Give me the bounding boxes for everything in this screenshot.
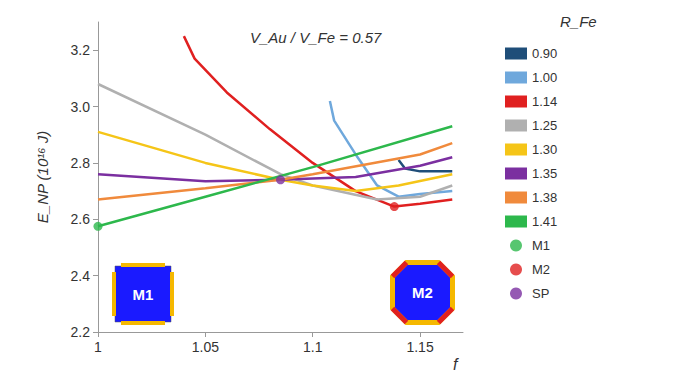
svg-text:f: f	[453, 356, 459, 373]
svg-text:1.25: 1.25	[532, 118, 557, 133]
svg-text:1.15: 1.15	[406, 339, 433, 355]
svg-text:M2: M2	[412, 284, 433, 301]
svg-text:1.41: 1.41	[532, 214, 557, 229]
svg-text:2.2: 2.2	[71, 324, 91, 340]
svg-text:3.0: 3.0	[71, 99, 91, 115]
svg-text:0.90: 0.90	[532, 46, 557, 61]
svg-text:1.30: 1.30	[532, 142, 557, 157]
svg-text:1.38: 1.38	[532, 190, 557, 205]
svg-text:M1: M1	[133, 286, 154, 303]
svg-text:1: 1	[94, 339, 102, 355]
svg-text:1.1: 1.1	[303, 339, 323, 355]
svg-text:1.00: 1.00	[532, 70, 557, 85]
svg-text:2.4: 2.4	[71, 268, 91, 284]
svg-text:R_Fe: R_Fe	[560, 13, 597, 30]
svg-text:SP: SP	[532, 286, 549, 301]
svg-text:1.35: 1.35	[532, 166, 557, 181]
svg-text:3.2: 3.2	[71, 42, 91, 58]
svg-text:1.14: 1.14	[532, 94, 557, 109]
svg-text:2.8: 2.8	[71, 155, 91, 171]
svg-text:2.6: 2.6	[71, 211, 91, 227]
svg-text:M1: M1	[532, 238, 550, 253]
svg-text:M2: M2	[532, 262, 550, 277]
svg-text:V_Au / V_Fe = 0.57: V_Au / V_Fe = 0.57	[250, 29, 382, 46]
svg-text:1.05: 1.05	[192, 339, 219, 355]
svg-text:E_NP (10¹⁶ J): E_NP (10¹⁶ J)	[34, 131, 51, 223]
